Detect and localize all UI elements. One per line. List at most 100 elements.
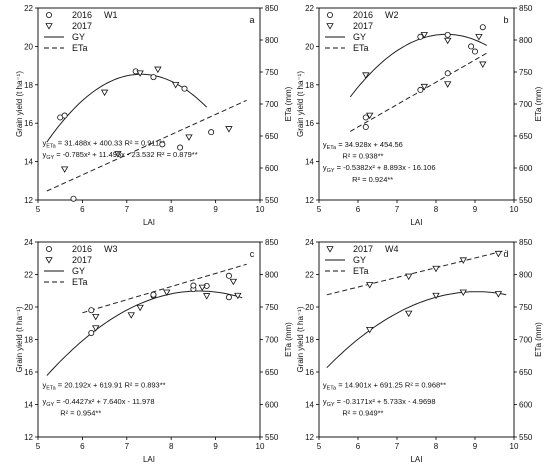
equation-gy: yGY = -0.5382x² + 8.893x - 16.106 — [323, 163, 436, 174]
y-right-tick-label: 600 — [265, 164, 279, 173]
x-tick-label: 10 — [510, 205, 519, 214]
point-2017-gy — [198, 284, 206, 292]
point-2017-eta — [459, 257, 467, 264]
point-2016-gy — [417, 33, 424, 40]
y-right-tick-label: 600 — [519, 164, 533, 173]
x-tick-label: 5 — [36, 442, 41, 451]
marker-circle — [326, 11, 333, 18]
y-right-tick-label: 550 — [265, 433, 279, 442]
point-2016-eta — [70, 195, 77, 202]
x-tick-label: 7 — [395, 442, 400, 451]
point-2016-eta — [208, 129, 215, 136]
panel-letter: d — [503, 249, 508, 259]
y-right-tick-label: 650 — [519, 132, 533, 141]
y-left-tick-label: 14 — [305, 401, 314, 410]
y-left-axis-title: Grain yield (t ha⁻¹) — [15, 71, 24, 137]
y-right-tick-label: 700 — [265, 336, 279, 345]
y-right-tick-label: 650 — [265, 368, 279, 377]
point-2016-eta — [88, 307, 95, 314]
y-left-tick-label: 20 — [24, 303, 33, 312]
y-left-tick-label: 16 — [305, 368, 314, 377]
point-2017-eta — [203, 293, 211, 300]
y-right-tick-label: 550 — [519, 433, 533, 442]
point-2016-gy — [362, 114, 369, 121]
y-right-tick-label: 600 — [519, 401, 533, 410]
point-2017-gy — [420, 32, 428, 39]
legend-label-gy: GY — [72, 266, 85, 276]
legend-label-gy: GY — [353, 255, 366, 265]
x-axis-title: LAI — [410, 218, 422, 227]
point-2017-gy — [405, 310, 413, 318]
equation-gy-r2: R² = 0.954** — [60, 409, 101, 418]
point-2017-eta — [479, 61, 487, 68]
y-right-tick-label: 800 — [519, 36, 533, 45]
legend-label-eta: ETa — [353, 43, 369, 53]
legend-label-gy: GY — [72, 32, 85, 42]
legend-label-2017: 2017 — [353, 21, 373, 31]
gy-fit-curve — [46, 290, 243, 376]
panel-b: 5 6 7 8 9 10 12 14 16 18 20 22 550 600 650 700 750 800 850… — [296, 4, 543, 227]
point-2016-eta — [225, 272, 232, 279]
legend-label-eta: ETa — [72, 277, 88, 287]
y-left-tick-label: 18 — [24, 336, 33, 345]
y-left-axis-title: Grain yield (t ha⁻¹) — [15, 306, 24, 372]
equation-eta-r2: R² = 0.938** — [342, 152, 383, 161]
y-right-tick-label: 550 — [519, 196, 533, 205]
y-left-tick-label: 16 — [24, 119, 33, 128]
point-2016-gy — [225, 294, 232, 301]
point-2017-gy — [459, 289, 467, 297]
point-2016-gy — [150, 74, 157, 81]
x-tick-label: 6 — [80, 442, 85, 451]
point-2017-gy — [171, 82, 180, 89]
equation-gy: yGY = -0.4427x² + 7.640x - 11.978 — [42, 397, 154, 408]
y-right-tick-label: 700 — [519, 336, 533, 345]
y-left-tick-label: 20 — [24, 42, 33, 51]
x-tick-label: 5 — [317, 442, 322, 451]
eta-fit-line — [46, 99, 247, 192]
point-2016-eta — [159, 141, 166, 148]
x-axis-title: LAI — [143, 455, 155, 464]
point-2016-gy — [88, 329, 95, 336]
legend-label-2016: 2016 — [353, 10, 373, 20]
y-left-tick-label: 22 — [305, 271, 314, 280]
x-tick-label: 5 — [317, 205, 322, 214]
eta-fit-line — [349, 52, 487, 132]
marker-triangle — [326, 246, 334, 253]
y-right-axis-title: ETa (mm) — [284, 322, 293, 357]
marker-circle — [46, 245, 53, 252]
x-tick-label: 6 — [356, 442, 361, 451]
eta-fit-line — [82, 263, 247, 314]
y-right-tick-label: 850 — [265, 238, 279, 247]
point-2017-gy — [444, 37, 452, 45]
point-2017-eta — [225, 126, 233, 133]
point-2017-gy — [234, 292, 242, 300]
equation-gy: yGY = -0.785x² + 11.495x - 23.532 R² = 0… — [42, 150, 197, 161]
y-right-tick-label: 800 — [265, 271, 279, 280]
x-tick-label: 10 — [256, 205, 265, 214]
site-label: W4 — [385, 244, 399, 254]
y-left-tick-label: 16 — [305, 119, 314, 128]
point-2016-eta — [190, 282, 197, 289]
y-right-tick-label: 850 — [519, 238, 533, 247]
y-left-tick-label: 24 — [305, 238, 314, 247]
point-2017-eta — [136, 304, 144, 312]
point-2016-eta — [177, 144, 184, 151]
panel-a: 5 6 7 8 9 10 12 14 16 18 20 22 550 600 650 700 750 800 850… — [15, 4, 293, 227]
y-left-tick-label: 18 — [305, 81, 314, 90]
marker-triangle — [326, 23, 334, 30]
x-tick-label: 7 — [395, 205, 400, 214]
y-left-tick-label: 22 — [24, 4, 33, 13]
point-2017-gy — [494, 291, 503, 298]
marker-triangle — [45, 257, 53, 264]
x-axis-title: LAI — [410, 455, 422, 464]
y-right-tick-label: 850 — [519, 4, 533, 13]
point-2017-eta — [114, 151, 122, 158]
x-tick-label: 9 — [213, 205, 218, 214]
legend-label-eta: ETa — [353, 266, 369, 276]
legend-label-2017: 2017 — [72, 21, 92, 31]
y-left-tick-label: 14 — [305, 158, 314, 167]
y-left-tick-label: 18 — [305, 336, 314, 345]
point-2017-gy — [92, 325, 100, 332]
y-left-axis-title: Grain yield (t ha⁻¹) — [296, 306, 305, 372]
